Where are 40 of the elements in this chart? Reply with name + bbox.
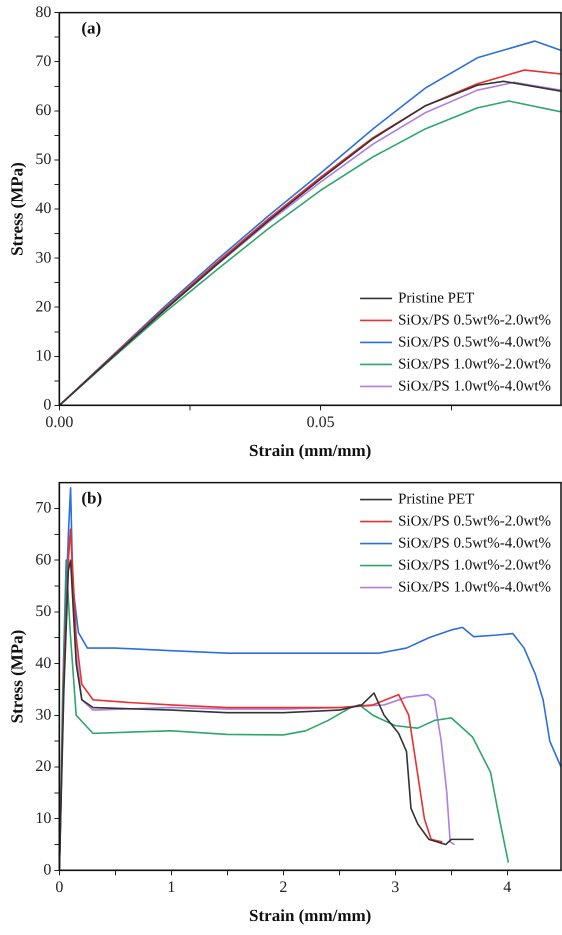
y-tick-label: 20	[35, 298, 52, 316]
y-tick-label: 60	[35, 551, 52, 568]
y-tick-label: 50	[35, 603, 52, 620]
y-tick-label: 40	[35, 200, 52, 218]
y-tick-label: 20	[35, 758, 52, 776]
legend-label: SiOx/PS 1.0wt%-2.0wt%	[398, 558, 552, 574]
y-tick-label: 60	[35, 102, 52, 120]
x-tick-label: 0	[55, 879, 64, 896]
y-tick-label: 10	[35, 810, 52, 827]
legend-label: Pristine PET	[398, 492, 474, 508]
y-tick-label: 10	[35, 348, 52, 365]
y-tick-label: 70	[35, 500, 52, 517]
x-tick-label: 2	[279, 879, 288, 896]
y-tick-label: 0	[43, 862, 52, 879]
legend-label: Pristine PET	[398, 290, 474, 306]
y-axis-title: Stress (MPa)	[8, 162, 27, 256]
x-tick-label: 4	[503, 879, 512, 896]
y-tick-label: 0	[43, 396, 52, 414]
y-tick-label: 50	[35, 151, 52, 168]
legend-label: SiOx/PS 1.0wt%-4.0wt%	[398, 580, 552, 596]
x-tick-label: 0.05	[306, 414, 335, 432]
x-tick-label: 1	[167, 879, 176, 896]
y-tick-label: 80	[35, 4, 52, 21]
legend-label: SiOx/PS 0.5wt%-4.0wt%	[398, 334, 552, 350]
y-tick-label: 30	[35, 706, 52, 724]
annotation: (b)	[81, 488, 102, 508]
legend-label: SiOx/PS 1.0wt%-4.0wt%	[398, 378, 552, 394]
x-axis-title: Strain (mm/mm)	[249, 441, 372, 460]
legend-label: SiOx/PS 0.5wt%-2.0wt%	[398, 312, 552, 328]
x-tick-label: 0.00	[45, 414, 74, 432]
y-tick-label: 30	[35, 249, 52, 266]
annotation: (a)	[81, 18, 102, 38]
legend-label: SiOx/PS 0.5wt%-2.0wt%	[398, 514, 552, 530]
legend-label: SiOx/PS 1.0wt%-2.0wt%	[398, 356, 552, 372]
y-axis-title: Stress (MPa)	[8, 630, 27, 724]
y-tick-label: 70	[35, 52, 52, 70]
legend-label: SiOx/PS 0.5wt%-4.0wt%	[398, 536, 552, 552]
x-axis-title: Strain (mm/mm)	[249, 906, 372, 926]
x-tick-label: 3	[391, 879, 400, 896]
y-tick-label: 40	[35, 654, 52, 672]
